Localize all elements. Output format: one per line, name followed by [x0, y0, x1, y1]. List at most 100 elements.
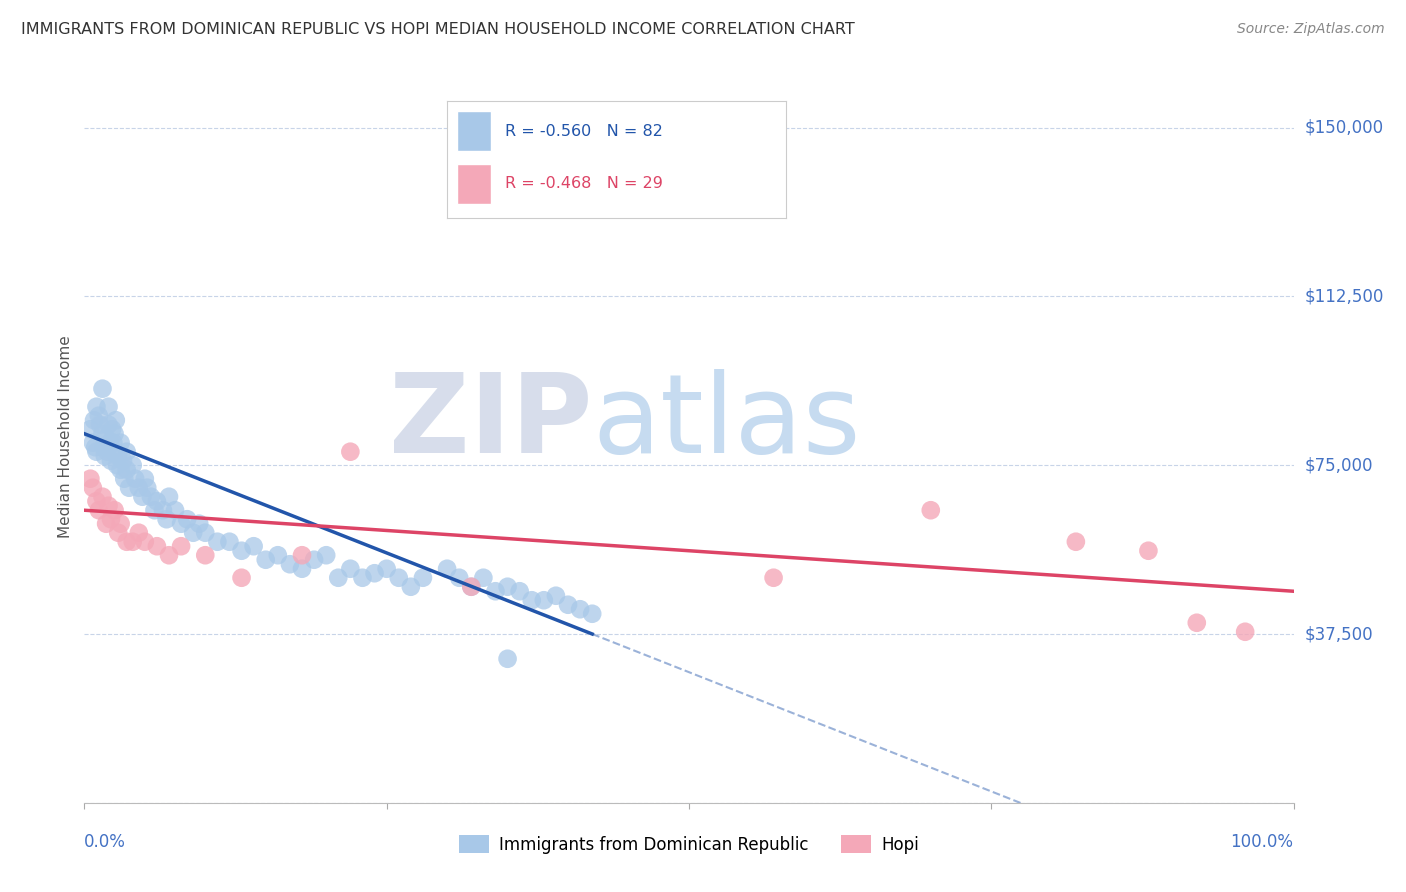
Point — [581, 607, 603, 621]
Point — [170, 516, 193, 531]
Point — [121, 534, 143, 549]
Point — [115, 444, 138, 458]
Text: 100.0%: 100.0% — [1230, 833, 1294, 851]
Point — [97, 400, 120, 414]
Point — [79, 472, 101, 486]
Point — [100, 512, 122, 526]
Point — [128, 525, 150, 540]
Point — [484, 584, 506, 599]
Point — [91, 490, 114, 504]
Point — [104, 426, 127, 441]
Point — [136, 481, 159, 495]
Point — [134, 534, 156, 549]
Point — [152, 503, 174, 517]
Point — [762, 571, 785, 585]
Point — [104, 413, 127, 427]
Text: $112,500: $112,500 — [1305, 287, 1384, 305]
Point — [112, 472, 135, 486]
Point — [569, 602, 592, 616]
Point — [110, 516, 132, 531]
Point — [87, 409, 110, 423]
Point — [97, 417, 120, 432]
Text: 0.0%: 0.0% — [84, 833, 127, 851]
Point — [920, 503, 942, 517]
Point — [86, 494, 108, 508]
Text: ZIP: ZIP — [389, 369, 592, 476]
Point — [101, 422, 124, 436]
Point — [291, 562, 314, 576]
Point — [520, 593, 543, 607]
Point — [98, 435, 121, 450]
Text: IMMIGRANTS FROM DOMINICAN REPUBLIC VS HOPI MEDIAN HOUSEHOLD INCOME CORRELATION C: IMMIGRANTS FROM DOMINICAN REPUBLIC VS HO… — [21, 22, 855, 37]
Point — [121, 458, 143, 473]
Point — [83, 413, 105, 427]
Point — [231, 543, 253, 558]
Point — [1234, 624, 1257, 639]
Point — [254, 553, 277, 567]
Point — [139, 490, 162, 504]
Point — [533, 593, 555, 607]
Point — [146, 539, 169, 553]
Point — [291, 548, 314, 562]
Point — [89, 417, 111, 432]
Point — [97, 499, 120, 513]
Point — [315, 548, 337, 562]
Point — [157, 548, 180, 562]
Point — [93, 440, 115, 454]
Point — [124, 472, 146, 486]
Text: Source: ZipAtlas.com: Source: ZipAtlas.com — [1237, 22, 1385, 37]
Point — [412, 571, 434, 585]
Point — [146, 494, 169, 508]
Point — [1185, 615, 1208, 630]
Point — [231, 571, 253, 585]
Point — [128, 481, 150, 495]
Point — [181, 525, 204, 540]
Point — [399, 580, 422, 594]
Point — [375, 562, 398, 576]
Point — [107, 449, 129, 463]
Point — [94, 516, 117, 531]
Point — [118, 481, 141, 495]
Point — [1064, 534, 1087, 549]
Point — [557, 598, 579, 612]
Point — [131, 490, 153, 504]
Point — [194, 525, 217, 540]
Point — [449, 571, 471, 585]
Point — [112, 453, 135, 467]
Point — [544, 589, 567, 603]
Point — [207, 534, 229, 549]
Point — [472, 571, 495, 585]
Text: $150,000: $150,000 — [1305, 119, 1384, 136]
Point — [96, 444, 118, 458]
Point — [339, 562, 361, 576]
Point — [218, 534, 240, 549]
Point — [143, 503, 166, 517]
Point — [84, 440, 107, 454]
Point — [460, 580, 482, 594]
Point — [165, 503, 187, 517]
Text: $37,500: $37,500 — [1305, 625, 1374, 643]
Point — [105, 458, 128, 473]
Point — [100, 453, 122, 467]
Point — [436, 562, 458, 576]
Point — [115, 534, 138, 549]
Point — [94, 449, 117, 463]
Text: $75,000: $75,000 — [1305, 456, 1374, 475]
Legend: Immigrants from Dominican Republic, Hopi: Immigrants from Dominican Republic, Hopi — [451, 829, 927, 860]
Text: atlas: atlas — [592, 369, 860, 476]
Point — [509, 584, 531, 599]
Point — [86, 400, 108, 414]
Point — [302, 553, 325, 567]
Point — [79, 422, 101, 436]
Y-axis label: Median Household Income: Median Household Income — [58, 335, 73, 539]
Point — [496, 652, 519, 666]
Point — [278, 558, 301, 572]
Point — [115, 463, 138, 477]
Point — [496, 580, 519, 594]
Point — [352, 571, 374, 585]
Point — [107, 525, 129, 540]
Point — [363, 566, 385, 581]
Point — [388, 571, 411, 585]
Point — [82, 481, 104, 495]
Point — [104, 444, 127, 458]
